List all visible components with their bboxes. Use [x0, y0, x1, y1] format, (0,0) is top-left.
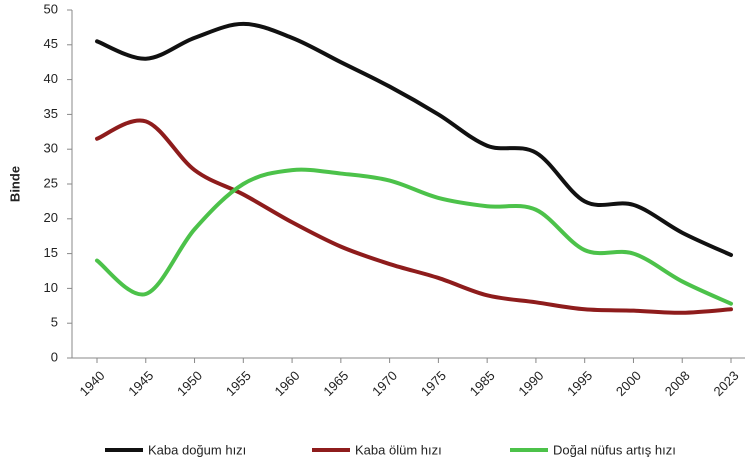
x-tick-label: 1990 — [515, 368, 546, 399]
y-tick-label: 0 — [51, 349, 58, 364]
x-tick-label: 1945 — [125, 368, 156, 399]
x-tick-label: 1970 — [369, 368, 400, 399]
legend-label: Kaba ölüm hızı — [355, 442, 442, 457]
y-tick-label: 35 — [44, 106, 58, 121]
x-tick-label: 1975 — [418, 368, 449, 399]
y-tick-label: 10 — [44, 280, 58, 295]
x-tick-label: 1960 — [272, 368, 303, 399]
y-tick-label: 20 — [44, 210, 58, 225]
x-tick-label: 1955 — [223, 368, 254, 399]
x-tick-label: 2008 — [662, 368, 693, 399]
x-tick-label: 1940 — [76, 368, 107, 399]
x-tick-label: 1995 — [564, 368, 595, 399]
legend-label: Kaba doğum hızı — [148, 442, 246, 457]
y-tick-label: 25 — [44, 175, 58, 190]
y-axis-label: Binde — [7, 166, 22, 202]
x-tick-label: 2000 — [613, 368, 644, 399]
line — [95, 167, 733, 306]
x-tick-label: 2023 — [710, 368, 741, 399]
y-tick-label: 40 — [44, 71, 58, 86]
line — [95, 118, 733, 315]
y-tick-label: 30 — [44, 141, 58, 156]
y-tick-label: 45 — [44, 36, 58, 51]
legend-label: Doğal nüfus artış hızı — [553, 442, 676, 457]
y-tick-label: 5 — [51, 315, 58, 330]
x-tick-label: 1985 — [467, 368, 498, 399]
y-tick-label: 50 — [44, 1, 58, 16]
y-tick-label: 15 — [44, 245, 58, 260]
x-tick-label: 1950 — [174, 368, 205, 399]
x-tick-label: 1965 — [320, 368, 351, 399]
line — [95, 21, 733, 257]
